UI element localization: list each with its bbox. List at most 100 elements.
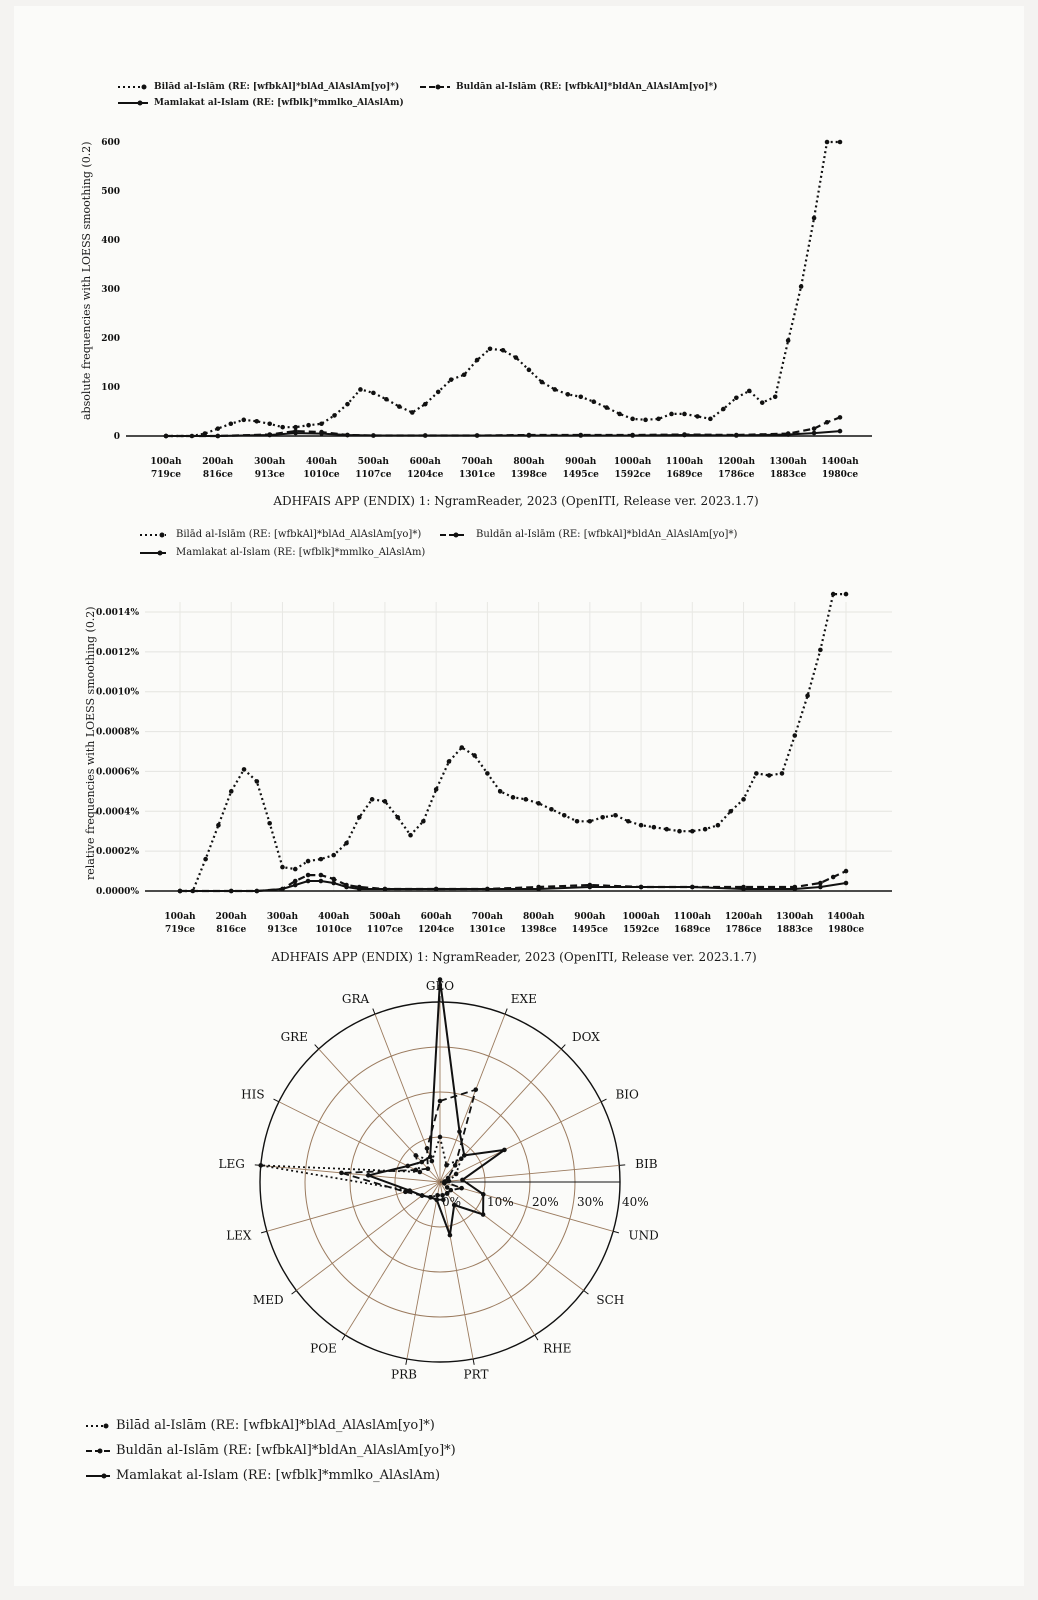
radar-axis-label: LEG xyxy=(219,1157,245,1171)
chart-2-series-2-point xyxy=(433,886,439,892)
chart-1-series-2-point xyxy=(319,431,324,436)
chart-2-series-0-point xyxy=(472,753,477,758)
chart-1-series-2-point xyxy=(682,432,687,438)
chart-2-series-0-point xyxy=(216,822,221,828)
chart-1-legend-label-2: Mamlakat al-Islam (RE: [wfblk]*mmlko_AlA… xyxy=(154,98,404,108)
chart-2-series-0-point xyxy=(830,591,836,597)
radar-axis-label: HIS xyxy=(241,1088,264,1102)
chart-2-series-0-point xyxy=(344,840,349,846)
radar-series-1-point xyxy=(448,1187,454,1193)
chart-2-xtick-label: 1786ce xyxy=(725,925,762,935)
chart-1-series-0-point xyxy=(293,424,298,430)
chart-2-series-0-point xyxy=(459,745,465,750)
chart-2-xtick-label: 1010ce xyxy=(316,925,353,935)
chart-2-series-0-point xyxy=(728,808,734,814)
radar-series-2-point xyxy=(451,1202,457,1208)
chart-2-caption: ADHFAIS APP (ENDIX) 1: NgramReader, 2023… xyxy=(271,950,757,964)
chart-2-ytick-label: 0.0002% xyxy=(96,847,139,857)
chart-1-xtick-label: 1786ce xyxy=(718,470,755,480)
radar-spoke xyxy=(318,1048,441,1183)
chart-2-series-2-point xyxy=(280,886,285,892)
chart-2-series-0-point xyxy=(408,832,413,838)
chart-2-series-2-point xyxy=(344,884,349,890)
radar-axis-label: PRB xyxy=(391,1368,417,1382)
chart-1-svg: 0 100 200 300 400 500 600 100ah 719ce 200ah 816ce 3… xyxy=(101,138,872,480)
chart-2-series-1-point xyxy=(843,868,849,874)
radar-axis-label: RHE xyxy=(543,1342,571,1356)
radar-series-0-point xyxy=(417,1169,423,1175)
radar-series-0-point xyxy=(444,1185,450,1190)
radar-axis-label: POE xyxy=(310,1342,337,1356)
radar-series-1 xyxy=(341,1088,478,1201)
radar-series-2 xyxy=(364,979,506,1236)
chart-1-series-0-point xyxy=(280,424,285,430)
chart-1-xtick-label: 1980ce xyxy=(822,470,859,480)
chart-1-xtick-label: 1010ce xyxy=(303,470,340,480)
radar-spoke-tick xyxy=(472,1358,475,1365)
radar-series-1-point xyxy=(413,1167,419,1173)
chart-1-series-0-point xyxy=(721,406,726,412)
chart-2-xtick-label: 200ah xyxy=(216,912,248,922)
legend-swatch-dotted xyxy=(118,84,148,90)
chart-1-xtick-label: 1592ce xyxy=(614,470,651,480)
radar-spoke-tick xyxy=(600,1098,607,1103)
chart-1-legend-item-0: Bilād al-Islām (RE: [wfbkAl]*blAd_AlAslA… xyxy=(118,82,399,92)
chart-1-series-2-point xyxy=(345,432,350,438)
chart-1-series-0-point xyxy=(500,347,506,353)
chart-2-xtick-label: 100ah xyxy=(164,912,196,922)
chart-2-series-2-point xyxy=(228,888,234,894)
chart-1-series-0-point xyxy=(358,387,363,392)
chart-2-xtick-label: 1100ah xyxy=(674,912,712,922)
chart-1-series-2-point xyxy=(215,433,221,439)
chart-2-legend-label-0: Bilād al-Islām (RE: [wfbkAl]*blAd_AlAslA… xyxy=(176,529,422,540)
chart-2-series-0-point xyxy=(485,771,490,776)
chart-1-series-line-1 xyxy=(166,416,841,438)
radar-spoke xyxy=(260,1164,441,1183)
radar-series-2-point xyxy=(419,1193,425,1198)
chart-1-xtick-label: 1301ce xyxy=(459,470,496,480)
radar-spoke-tick xyxy=(612,1230,620,1234)
chart-1-legend-label-0: Bilād al-Islām (RE: [wfbkAl]*blAd_AlAslA… xyxy=(154,82,400,92)
chart-2-series-0-point xyxy=(600,814,605,820)
chart-1-xtick-label: 700ah xyxy=(461,457,493,467)
chart-1-series-0-point xyxy=(474,357,480,363)
chart-1-series-0-point xyxy=(746,388,752,394)
radar-series-1-point xyxy=(452,1163,458,1168)
chart-3-legend-label-2: Mamlakat al-Islam (RE: [wfblk]*mmlko_AlA… xyxy=(116,1468,441,1483)
chart-3-legend-label-0: Bilād al-Islām (RE: [wfbkAl]*blAd_AlAslA… xyxy=(116,1418,435,1433)
chart-2-series-0-point xyxy=(292,866,298,872)
chart-2-series-0-point xyxy=(754,771,759,776)
chart-2-legend-label-1: Buldān al-Islām (RE: [wfbkAl]*bldAn_AlAs… xyxy=(476,529,738,540)
chart-1-ytick-label: 600 xyxy=(101,138,120,148)
chart-1-series-0-point xyxy=(643,417,648,423)
chart-2-series-0-point xyxy=(536,801,541,806)
chart-1-series-0-point xyxy=(539,379,545,385)
chart-2-series-2-point xyxy=(292,882,298,888)
chart-1-series-0-point xyxy=(409,410,415,415)
chart-2-xtick-label: 1398ce xyxy=(520,925,557,935)
legend-swatch-dotted xyxy=(86,1423,110,1428)
chart-1-xtick-label: 719ce xyxy=(151,470,181,480)
radar-axis-label: SCH xyxy=(596,1293,624,1307)
chart-2-series-1-point xyxy=(830,874,836,880)
chart-1-xtick-label: 200ah xyxy=(202,457,234,467)
radar-series-2-point xyxy=(407,1188,413,1193)
chart-2-series-2-point xyxy=(818,884,823,890)
chart-1-series-2-point xyxy=(526,433,532,438)
chart-1-series-0-point xyxy=(461,372,467,378)
radar-spoke xyxy=(296,1181,441,1291)
radar-series-2-point xyxy=(419,1159,425,1165)
chart-1-ytick-label: 200 xyxy=(101,334,120,344)
chart-2-series-0-point xyxy=(651,824,657,830)
chart-2-ytick-label: 0.0000% xyxy=(96,887,139,897)
chart-2-legend-item-0: Bilād al-Islām (RE: [wfbkAl]*blAd_AlAslA… xyxy=(140,529,421,540)
chart-1-series-0-point xyxy=(422,401,428,407)
chart-2-series-0-point xyxy=(792,733,798,738)
chart-2-series-2-point xyxy=(305,878,311,884)
chart-1-series-2-point xyxy=(734,433,739,438)
chart-2-ytick-label: 0.0012% xyxy=(96,648,139,658)
radar-axis-label: LEX xyxy=(226,1229,252,1243)
chart-2-xtick-label: 1689ce xyxy=(674,925,711,935)
chart-2-xtick-label: 1592ce xyxy=(623,925,660,935)
chart-1-series-1-point xyxy=(811,426,817,431)
